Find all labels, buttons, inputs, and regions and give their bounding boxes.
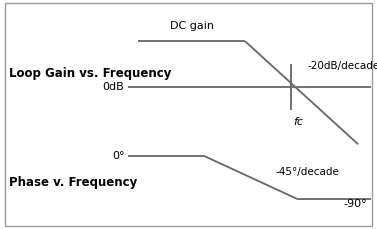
Text: Phase v. Frequency: Phase v. Frequency bbox=[9, 176, 138, 188]
Text: 0dB: 0dB bbox=[103, 82, 124, 92]
Text: DC gain: DC gain bbox=[170, 21, 214, 31]
Text: 0°: 0° bbox=[112, 151, 124, 161]
Text: -20dB/decade: -20dB/decade bbox=[307, 61, 377, 71]
Text: fᴄ: fᴄ bbox=[293, 117, 303, 127]
Text: -45°/decade: -45°/decade bbox=[275, 167, 339, 177]
Text: Loop Gain vs. Frequency: Loop Gain vs. Frequency bbox=[9, 67, 172, 80]
Text: -90°: -90° bbox=[344, 199, 368, 209]
